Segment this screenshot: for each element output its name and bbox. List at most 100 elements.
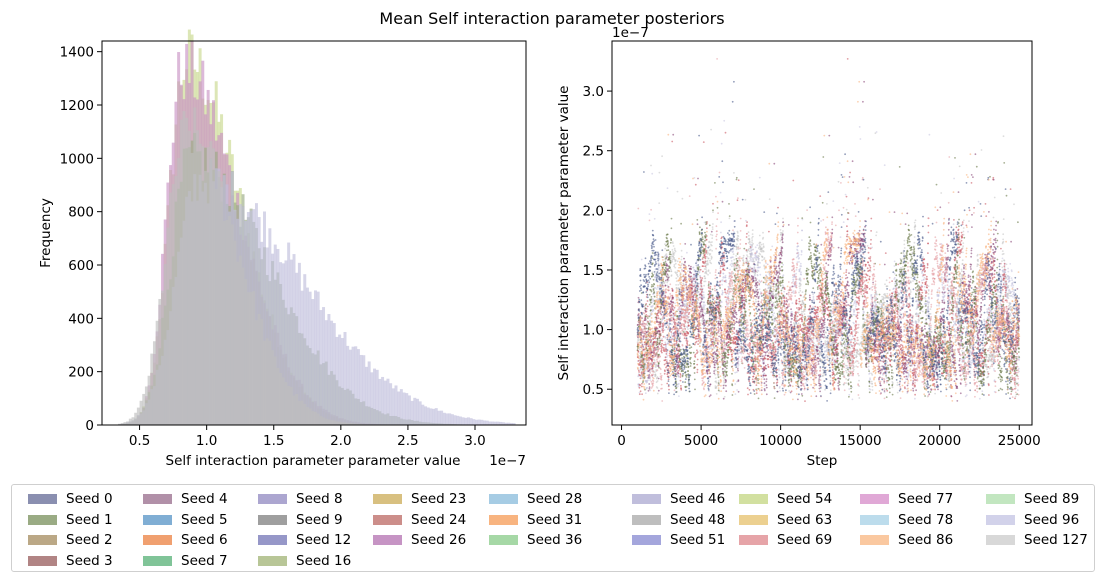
trace-point: [653, 359, 656, 362]
trace-point: [893, 272, 896, 275]
histogram-bar: [190, 152, 194, 426]
trace-point: [681, 268, 683, 271]
trace-point: [824, 344, 826, 346]
trace-point: [732, 264, 735, 267]
trace-point: [671, 258, 674, 261]
histogram-bar: [206, 147, 210, 426]
trace-point: [914, 225, 917, 228]
histogram-bar: [284, 382, 288, 425]
trace-point: [673, 254, 675, 256]
trace-point: [795, 269, 798, 271]
trace-point: [820, 220, 822, 222]
trace-point: [829, 376, 832, 379]
trace-point: [751, 248, 754, 251]
histogram-bar: [263, 211, 266, 425]
trace-point: [799, 262, 802, 265]
trace-point: [852, 330, 854, 332]
trace-point: [720, 301, 723, 304]
histogram-bar: [461, 417, 465, 425]
trace-point: [664, 243, 666, 246]
histogram-bar: [418, 401, 422, 425]
trace-point: [762, 246, 765, 249]
trace-point: [673, 265, 676, 268]
trace-point: [859, 138, 862, 140]
trace-point: [772, 314, 775, 317]
trace-point: [717, 380, 720, 382]
trace-point: [658, 202, 661, 205]
trace-point: [772, 309, 774, 312]
y-tick-label: 0: [85, 418, 94, 434]
trace-point: [960, 277, 962, 280]
histogram-bar: [295, 272, 299, 425]
trace-point: [882, 297, 885, 300]
trace-point: [1014, 385, 1017, 388]
histogram-bar: [389, 383, 393, 425]
trace-point: [812, 293, 814, 296]
histogram-y-axis-label: Frequency: [38, 198, 54, 268]
trace-point: [886, 371, 888, 373]
histogram-bar: [305, 287, 309, 425]
trace-point: [748, 238, 751, 241]
trace-point: [715, 385, 718, 388]
trace-point: [893, 265, 896, 267]
trace-point: [773, 320, 776, 323]
trace-point: [761, 259, 764, 262]
trace-point: [962, 242, 965, 245]
trace-point: [798, 291, 800, 294]
histogram-bars: [118, 29, 516, 426]
trace-point: [878, 302, 881, 305]
trace-point: [898, 305, 901, 308]
trace-point: [884, 283, 886, 286]
trace-point: [655, 381, 658, 384]
trace-point: [985, 364, 988, 366]
histogram-bar: [364, 366, 368, 425]
trace-point: [779, 239, 782, 242]
trace-point: [782, 274, 785, 276]
trace-point: [929, 308, 932, 310]
trace-point: [651, 172, 654, 175]
trace-point: [800, 265, 803, 268]
trace-point: [863, 311, 865, 314]
trace-point: [732, 253, 735, 256]
histogram-bar: [450, 414, 454, 425]
histogram-bar: [311, 299, 315, 425]
trace-point: [867, 365, 870, 368]
histogram-bar: [271, 253, 275, 425]
trace-point: [709, 253, 712, 255]
trace-point: [815, 344, 817, 347]
x-tick-label: 1.0: [196, 433, 217, 449]
trace-point: [940, 192, 943, 194]
trace-point: [875, 293, 878, 296]
trace-point: [915, 315, 918, 317]
trace-point: [733, 359, 736, 362]
trace-point: [792, 290, 795, 293]
trace-point: [719, 191, 722, 194]
trace-point: [746, 251, 749, 253]
trace-point: [747, 234, 750, 237]
histogram-bar: [271, 350, 275, 425]
trace-point: [892, 382, 894, 384]
trace-point: [844, 193, 847, 196]
trace-point: [871, 383, 873, 385]
trace-point: [797, 322, 800, 325]
trace-point: [755, 300, 757, 303]
trace-point: [871, 385, 874, 388]
trace-point: [734, 371, 737, 374]
histogram-bar: [281, 263, 285, 425]
histogram-bar: [303, 274, 307, 425]
trace-point: [779, 390, 781, 392]
trace-point: [909, 289, 912, 291]
trace-point: [802, 302, 805, 305]
histogram-bar: [303, 403, 307, 425]
trace-point: [855, 303, 858, 306]
trace-point: [871, 374, 874, 376]
histogram-bar: [445, 413, 449, 425]
trace-point: [812, 295, 815, 298]
histogram-bar: [512, 423, 516, 425]
trace-point: [917, 321, 920, 323]
trace-point: [756, 244, 759, 247]
histogram-bar: [338, 421, 342, 425]
trace-point: [852, 335, 854, 338]
trace-point: [799, 267, 802, 270]
trace-point: [800, 283, 802, 286]
